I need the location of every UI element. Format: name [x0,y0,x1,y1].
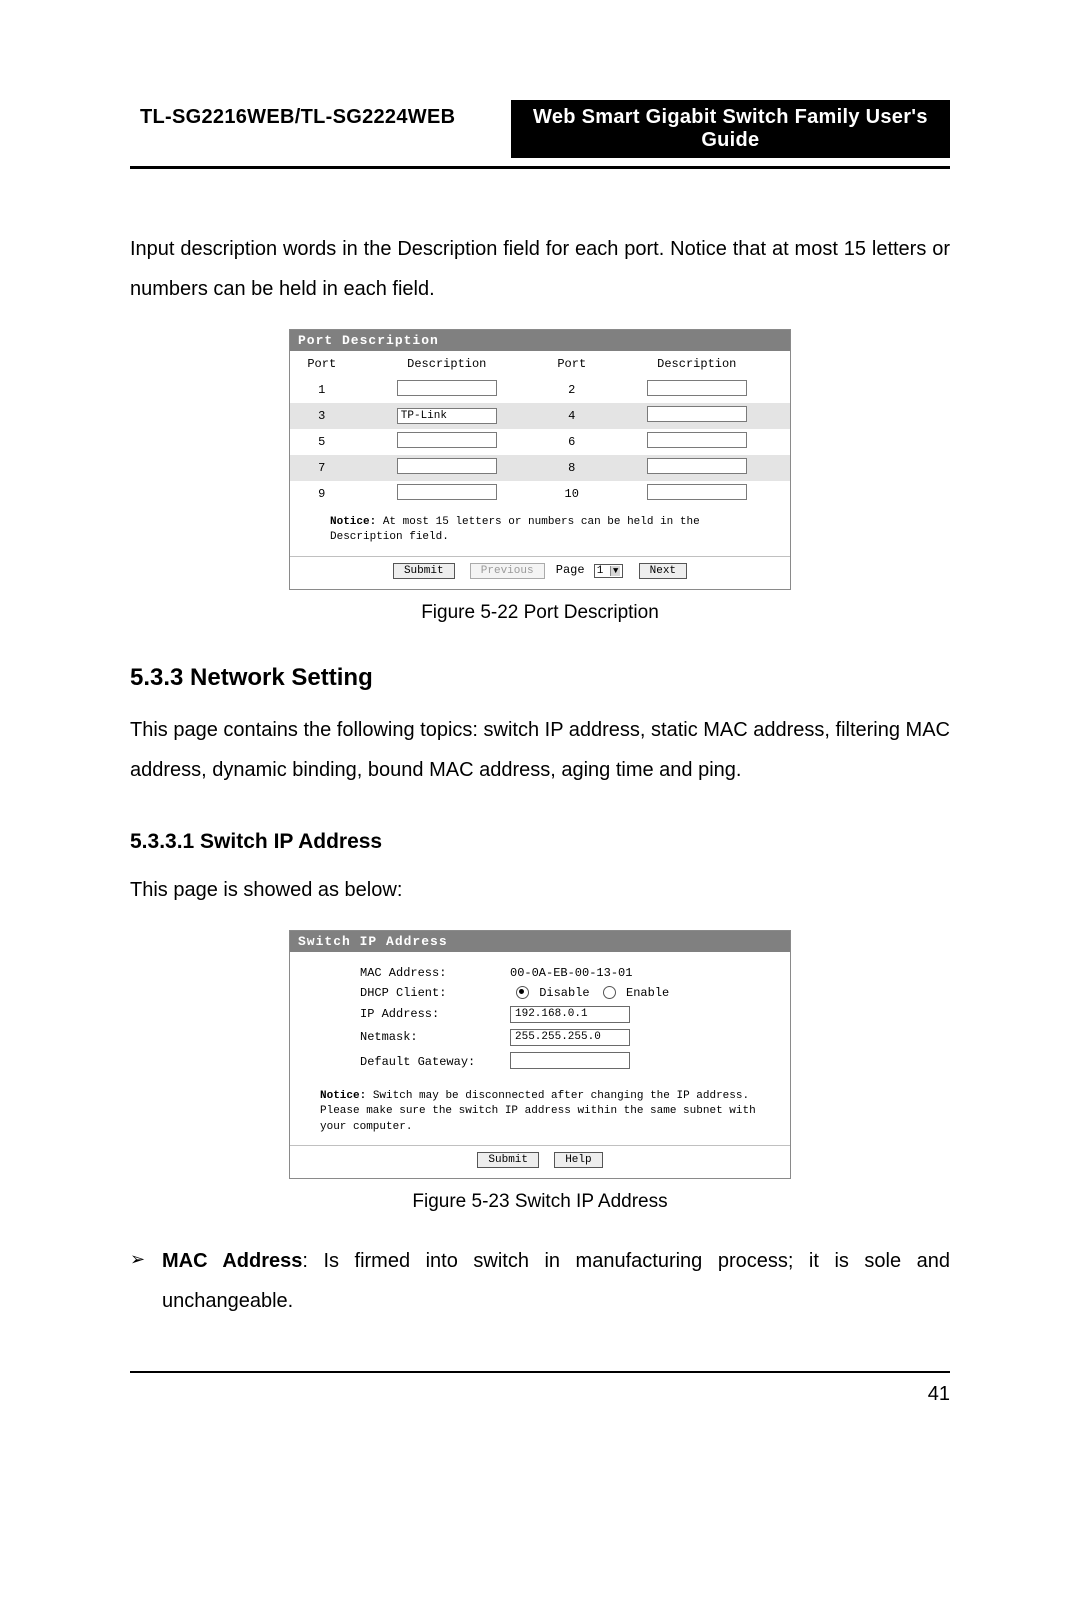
description-input[interactable] [397,432,497,448]
panel-title: Switch IP Address [290,931,790,952]
port-number: 5 [290,429,354,455]
port-number: 1 [290,377,354,403]
description-input[interactable] [397,380,497,396]
port-description-panel: Port Description Port Description Port D… [289,329,791,590]
netmask-input[interactable]: 255.255.255.0 [510,1029,630,1046]
ip-label: IP Address: [360,1007,510,1021]
radio-enable[interactable] [603,986,616,999]
description-input[interactable] [397,484,497,500]
notice-text: At most 15 letters or numbers can be hel… [330,516,700,543]
notice-label: Notice: [330,516,376,528]
chevron-down-icon: ▼ [610,566,620,576]
bullet-text: MAC Address: Is firmed into switch in ma… [162,1241,950,1321]
panel-notice: Notice: Switch may be disconnected after… [290,1081,790,1145]
network-setting-paragraph: This page contains the following topics:… [130,710,950,790]
description-input[interactable] [647,458,747,474]
table-row: 56 [290,429,790,455]
gateway-label: Default Gateway: [360,1055,510,1069]
help-button[interactable]: Help [554,1152,602,1168]
bullet-mac-address: ➢ MAC Address: Is firmed into switch in … [130,1241,950,1321]
dhcp-options: Disable Enable [510,986,760,1000]
intro-paragraph: Input description words in the Descripti… [130,229,950,309]
heading-switch-ip: 5.3.3.1 Switch IP Address [130,830,950,854]
radio-disable-label: Disable [539,986,589,1000]
description-input[interactable]: TP-Link [397,408,497,424]
col-desc: Description [354,351,540,377]
panel-button-row: Submit Previous Page 1 ▼ Next [290,556,790,589]
port-number: 6 [540,429,604,455]
table-row: 3 TP-Link 4 [290,403,790,429]
description-input[interactable] [397,458,497,474]
notice-text: Switch may be disconnected after changin… [320,1090,756,1133]
description-input[interactable] [647,406,747,422]
port-number: 7 [290,455,354,481]
header-model: TL-SG2216WEB/TL-SG2224WEB [130,100,511,158]
next-button[interactable]: Next [639,563,687,579]
header-rule [130,166,950,169]
page-select[interactable]: 1 ▼ [594,564,624,578]
heading-network-setting: 5.3.3 Network Setting [130,664,950,692]
switch-ip-intro: This page is showed as below: [130,870,950,910]
page-label: Page [556,563,585,577]
port-number: 4 [540,403,604,429]
dhcp-label: DHCP Client: [360,986,510,1000]
submit-button[interactable]: Submit [393,563,455,579]
col-desc: Description [604,351,790,377]
header-title: Web Smart Gigabit Switch Family User's G… [511,100,950,158]
col-port: Port [290,351,354,377]
panel-title: Port Description [290,330,790,351]
port-number: 9 [290,481,354,507]
panel-notice: Notice: At most 15 letters or numbers ca… [290,507,790,556]
notice-label: Notice: [320,1090,366,1102]
description-input[interactable] [647,484,747,500]
table-row: 12 [290,377,790,403]
netmask-label: Netmask: [360,1030,510,1044]
description-input[interactable] [647,432,747,448]
footer-rule [130,1371,950,1373]
ip-form: MAC Address: 00-0A-EB-00-13-01 DHCP Clie… [290,952,790,1081]
radio-disable[interactable] [516,986,529,999]
page-header: TL-SG2216WEB/TL-SG2224WEB Web Smart Giga… [130,100,950,158]
panel-button-row: Submit Help [290,1145,790,1178]
port-number: 10 [540,481,604,507]
switch-ip-panel: Switch IP Address MAC Address: 00-0A-EB-… [289,930,791,1179]
page-value: 1 [597,565,604,577]
submit-button[interactable]: Submit [477,1152,539,1168]
radio-enable-label: Enable [626,986,669,1000]
previous-button[interactable]: Previous [470,563,545,579]
col-port: Port [540,351,604,377]
figure-caption: Figure 5-23 Switch IP Address [130,1191,950,1213]
port-description-table: Port Description Port Description 123TP-… [290,351,790,507]
mac-label: MAC Address: [360,966,510,980]
table-row: 78 [290,455,790,481]
port-number: 8 [540,455,604,481]
port-number: 3 [290,403,354,429]
gateway-input[interactable] [510,1052,630,1069]
page-number: 41 [130,1383,950,1406]
document-page: TL-SG2216WEB/TL-SG2224WEB Web Smart Giga… [0,0,1080,1619]
port-number: 2 [540,377,604,403]
table-row: 9 10 [290,481,790,507]
bullet-icon: ➢ [130,1241,162,1321]
mac-value: 00-0A-EB-00-13-01 [510,966,760,980]
figure-caption: Figure 5-22 Port Description [130,602,950,624]
bullet-label: MAC Address [162,1250,302,1272]
description-input[interactable] [647,380,747,396]
ip-input[interactable]: 192.168.0.1 [510,1006,630,1023]
